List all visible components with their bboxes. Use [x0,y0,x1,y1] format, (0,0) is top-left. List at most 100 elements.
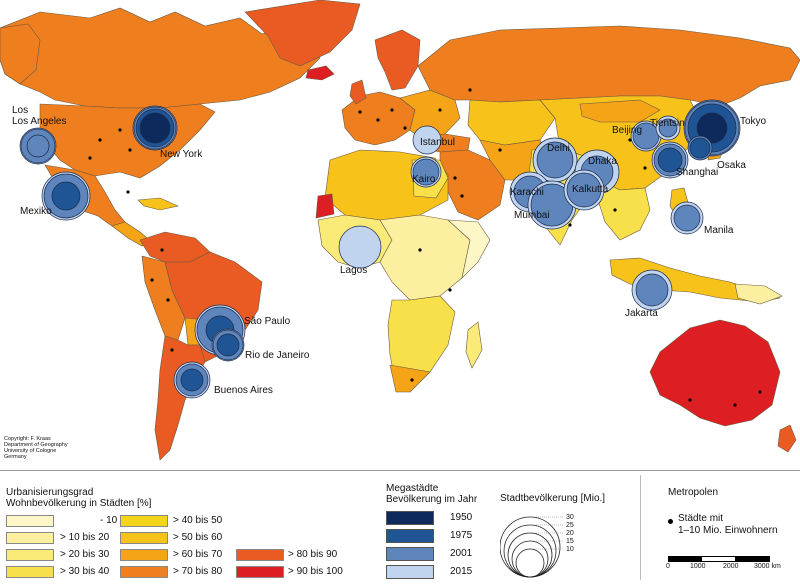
metropolis-dot [166,298,170,302]
copyright-block: Copyright: F. Kraas Department of Geogra… [4,436,68,460]
city-label: Tientsin [650,118,685,129]
population-circle-20 [507,532,553,578]
city-label: Jakarta [625,308,658,319]
legend-divider [640,475,641,580]
region-uk [349,79,367,105]
scale-tick: 3000 km [754,563,781,570]
city-label: Kairo [412,174,436,185]
urbanization-swatch [120,515,168,527]
metropolis-dot [628,138,632,142]
urbanization-label: > 80 bis 90 [288,549,338,560]
country-greenland [244,0,361,67]
year-label: 1950 [450,512,473,523]
metropolis-dot-icon [668,519,673,524]
metropolen-entry-line1: Städte mit [678,513,724,524]
megacity-rio-de-janeiro [211,328,245,362]
urbanization-label: > 20 bis 30 [60,549,110,560]
megacity-kalkutta [563,169,605,211]
region-east-africa [447,219,491,279]
population-circle-30 [500,516,561,578]
year-label: 2001 [450,548,473,559]
metropolis-dot [758,390,762,394]
population-value: 25 [566,522,574,529]
metropolis-dot [160,248,164,252]
megacity-jakarta [631,269,673,311]
urbanization-subtitle: Wohnbevölkerung in Städten [%] [6,498,152,509]
year-swatch-2001 [386,547,434,561]
urbanization-label: > 70 bis 80 [173,566,223,577]
metropolis-dot [376,118,380,122]
megacity-lagos [338,225,382,269]
megacity-buenos-aires [173,361,211,399]
city-label: Istanbul [420,137,455,148]
urbanization-swatch [120,566,168,578]
city-label: Mexiko [20,206,52,217]
metropolis-dot [98,138,102,142]
metropolis-dot [403,126,407,130]
city-labels: Los Los Angeles New York Mexiko São Paul… [12,105,767,396]
city-label: Manila [704,225,734,236]
megacity-delhi [532,137,578,183]
megacity-kairo [410,156,442,188]
year-swatch-1975 [386,529,434,543]
urbanization-swatch [120,549,168,561]
megacity-symbols [19,99,741,399]
megacity-los-angeles [19,127,57,165]
population-title: Stadtbevölkerung [Mio.] [500,493,606,504]
metropolis-dot [418,248,422,252]
metropolis-dot [468,88,472,92]
urbanization-title: Urbanisierungsgrad [6,487,94,498]
metropolen-entry-line2: 1–10 Mio. Einwohnern [678,525,778,536]
metropolis-dot [118,128,122,132]
urbanization-swatch [236,566,284,578]
metropolis-dot [498,148,502,152]
urbanization-label: - 10 [100,515,118,526]
megacity-manila [670,201,704,235]
population-value: 20 [566,530,574,537]
urbanization-label: > 10 bis 20 [60,532,110,543]
metropolis-dot [688,398,692,402]
country-south-africa [389,364,431,393]
country-papua-new-guinea [734,283,783,305]
metropolis-dot [438,108,442,112]
population-circles: 30 25 20 15 10 [500,514,574,578]
year-label: 1975 [450,530,473,541]
megacity-mexiko [41,171,91,221]
metropolis-dot [170,348,174,352]
megacity-istanbul [412,125,442,155]
scale-tick: 2000 [723,563,739,570]
scale-bar [668,556,770,562]
urbanization-swatch [6,515,54,527]
metropolis-dot [390,108,394,112]
year-swatch-2015 [386,565,434,579]
urbanization-swatch [6,566,54,578]
city-label: Delhi [547,143,570,154]
city-label: Beijing [612,125,642,136]
country-australia [649,319,781,427]
scale-tick: 0 [666,563,670,570]
scale-tick: 1000 [690,563,706,570]
population-value: 15 [566,538,574,545]
megacities-title: Megastädte [386,483,439,494]
country-canada [0,7,321,109]
city-label: Rio de Janeiro [245,350,310,361]
megacities-subtitle: Bevölkerung im Jahr [386,494,478,505]
megacity-new-york [132,105,178,151]
urbanization-label: > 40 bis 50 [173,515,223,526]
country-madagascar [465,321,483,369]
urbanization-label: > 50 bis 60 [173,532,223,543]
urbanization-label: > 60 bis 70 [173,549,223,560]
metropolis-dot [410,378,414,382]
copyright-line: University of Cologne [4,448,56,454]
metropolis-dot [733,403,737,407]
metropolis-dot [88,156,92,160]
country-alaska [0,23,41,85]
region-southeast-asia [597,179,651,241]
city-label: Shanghai [676,167,718,178]
country-new-zealand [777,424,797,453]
metropolis-dot [453,176,457,180]
copyright-line: Germany [4,454,27,460]
city-label: Los [12,105,28,116]
metropolis-dot [568,223,572,227]
city-label: Dhaka [588,156,617,167]
